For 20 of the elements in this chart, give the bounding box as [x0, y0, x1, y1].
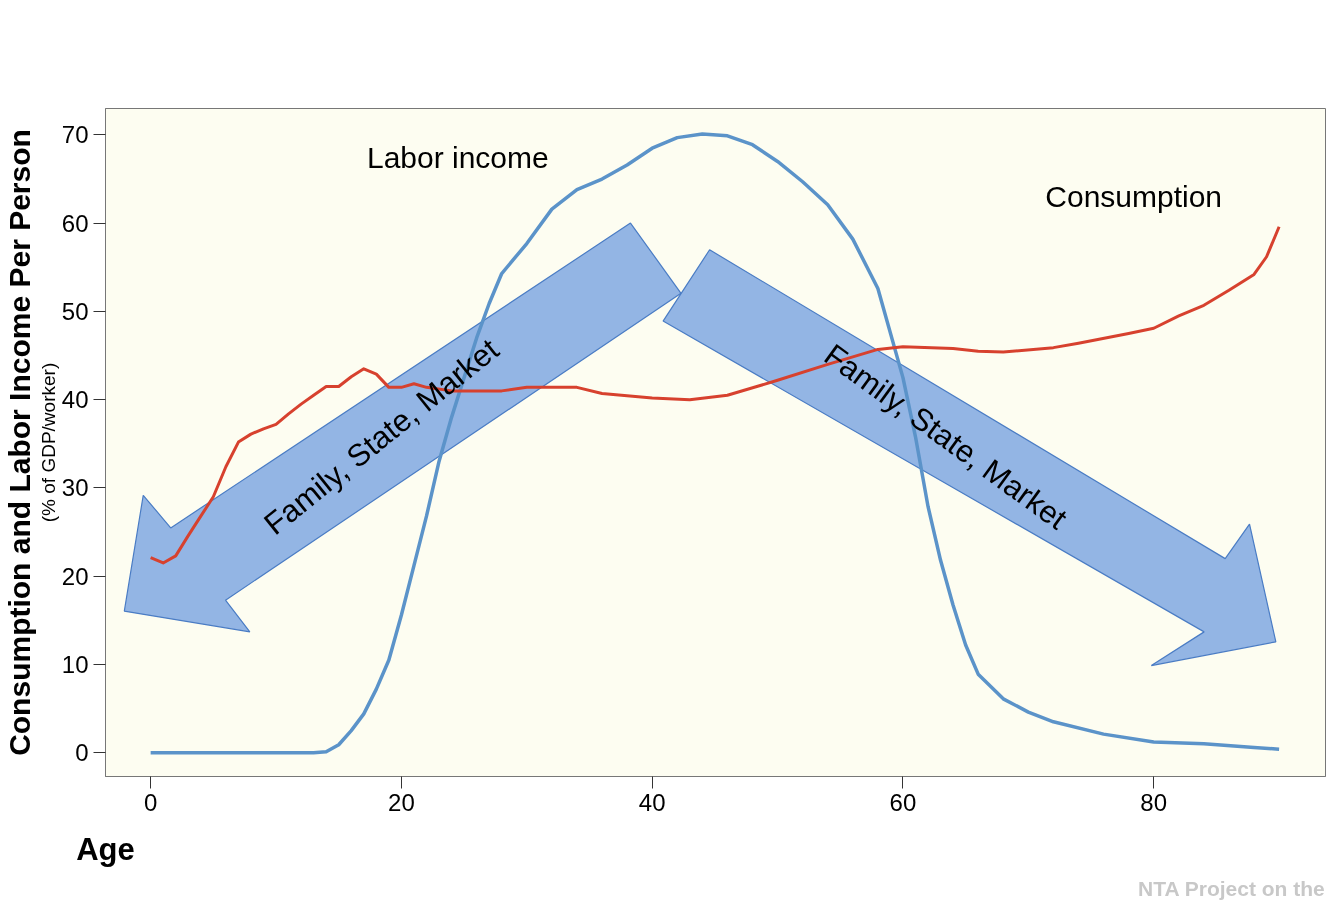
y-tick-label: 60 [61, 209, 89, 237]
series-label: Labor income [366, 140, 549, 174]
text: (% of GDP/worker) [37, 362, 59, 523]
y-tick-label: 0 [75, 739, 89, 767]
x-tick-label: 60 [889, 788, 917, 816]
y-tick-label: 10 [61, 650, 89, 678]
x-tick-label: 0 [143, 788, 158, 816]
series-label: Consumption [1045, 180, 1223, 214]
line-series [149, 225, 1281, 565]
line-series [148, 132, 1281, 755]
y-tick-label: 30 [61, 474, 89, 502]
y-tick-label: 70 [61, 121, 89, 149]
x-tick-label: 40 [638, 788, 666, 816]
y-tick-label: 20 [61, 562, 89, 590]
y-tick-label: 50 [61, 297, 89, 325]
x-tick-label: 20 [388, 788, 415, 816]
y-tick-label: 40 [61, 386, 89, 414]
y-axis-title: Consumption and Labor Income Per Person [2, 129, 36, 756]
x-tick-label: 80 [1140, 788, 1168, 816]
x-axis-title: Age [76, 831, 135, 867]
